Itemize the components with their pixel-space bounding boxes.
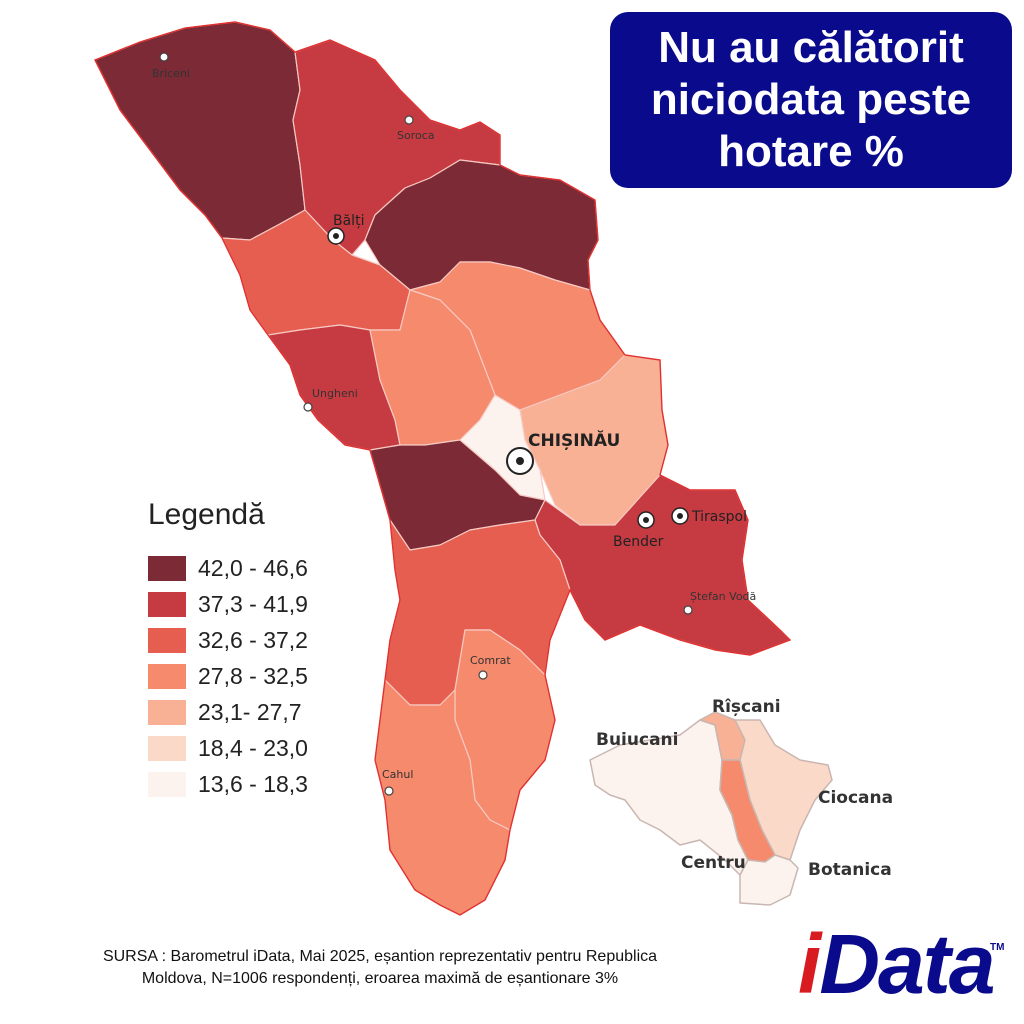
legend-label: 42,0 - 46,6: [198, 554, 308, 581]
comrat-marker: [478, 670, 488, 680]
sector-label-ciocana: Ciocana: [818, 788, 893, 808]
chisinau-inset: [589, 711, 833, 906]
source-line-1: SURSA : Barometrul iData, Mai 2025, eșan…: [102, 948, 658, 965]
sector-botanica: [739, 854, 799, 906]
stefan-voda-label: Ștefan Vodă: [690, 590, 756, 603]
soroca-label: Soroca: [397, 129, 435, 142]
legend-label: 37,3 - 41,9: [198, 590, 308, 617]
tiraspol-label: Tiraspol: [691, 509, 747, 525]
logo-data: Data: [819, 917, 995, 1011]
soroca-marker: [404, 115, 414, 125]
title-box: Nu au călătorit niciodata peste hotare %: [610, 12, 1012, 188]
legend-label: 27,8 - 32,5: [198, 662, 308, 689]
bender-label: Bender: [613, 534, 664, 550]
title-line-3: hotare %: [718, 127, 904, 176]
bender-dot: [643, 517, 649, 523]
ungheni-marker: [303, 402, 313, 412]
source-note: SURSA : Barometrul iData, Mai 2025, eșan…: [40, 946, 720, 990]
ungheni-label: Ungheni: [312, 387, 358, 400]
comrat-label: Comrat: [470, 654, 511, 667]
sector-label-botanica: Botanica: [808, 860, 892, 880]
legend-item: 32,6 - 37,2: [148, 622, 308, 658]
legend-swatch: [148, 591, 186, 617]
legend-label: 32,6 - 37,2: [198, 626, 308, 653]
legend-swatch: [148, 771, 186, 797]
title-line-1: Nu au călătorit: [658, 23, 964, 72]
legend-title: Legendă: [148, 498, 265, 531]
legend-item: 18,4 - 23,0: [148, 730, 308, 766]
chisinau-label: CHIȘINĂU: [528, 429, 620, 451]
region-northwest: [94, 21, 306, 241]
legend-swatch: [148, 735, 186, 761]
legend-item: 42,0 - 46,6: [148, 550, 308, 586]
sector-label-buiucani: Buiucani: [596, 730, 678, 750]
legend-swatch: [148, 699, 186, 725]
chisinau-dot: [516, 457, 524, 465]
sector-label-centru: Centru: [681, 853, 746, 873]
balti-label: Bălți: [333, 213, 364, 229]
cahul-marker: [384, 786, 394, 796]
country-border: [94, 21, 792, 916]
legend-item: 23,1- 27,7: [148, 694, 308, 730]
legend-item: 37,3 - 41,9: [148, 586, 308, 622]
briceni-marker: [159, 52, 169, 62]
title-line-2: niciodata peste: [650, 75, 972, 124]
sector-label-riscani: Rîșcani: [712, 697, 781, 717]
tiraspol-dot: [677, 513, 683, 519]
legend-swatch: [148, 627, 186, 653]
legend-label: 18,4 - 23,0: [198, 734, 308, 761]
idata-logo: iData: [798, 916, 995, 1013]
legend-item: 13,6 - 18,3: [148, 766, 308, 802]
legend-swatch: [148, 555, 186, 581]
briceni-label: Briceni: [152, 67, 190, 80]
legend: Legendă 42,0 - 46,6 37,3 - 41,9 32,6 - 3…: [148, 498, 308, 802]
cahul-label: Cahul: [382, 768, 413, 781]
logo-trademark: TM: [990, 942, 1005, 953]
legend-label: 13,6 - 18,3: [198, 770, 308, 797]
balti-dot: [333, 233, 339, 239]
stefan-voda-marker: [683, 605, 693, 615]
legend-item: 27,8 - 32,5: [148, 658, 308, 694]
legend-label: 23,1- 27,7: [198, 698, 302, 725]
logo-i: i: [798, 917, 821, 1011]
legend-swatch: [148, 663, 186, 689]
source-line-2: Moldova, N=1006 respondenți, eroarea max…: [141, 970, 619, 987]
